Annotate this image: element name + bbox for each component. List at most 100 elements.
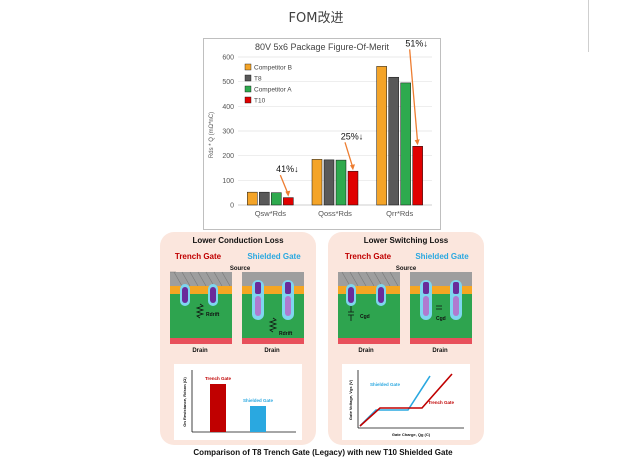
bar-layer	[247, 66, 423, 206]
legend-label: T8	[254, 76, 262, 83]
bar-t8-2	[388, 76, 399, 206]
conduction-panel-svg: Trench Gate Shielded Gate Source Rdrift …	[170, 252, 304, 440]
shielded-gate-label: Shielded Gate	[415, 252, 469, 261]
drift-region	[170, 294, 232, 338]
shielded-gate-cross-section: Rdrift	[242, 272, 304, 344]
bar-competitor-a-1	[335, 159, 347, 206]
vgs-axis-label: Gate Voltage, Vgs (V)	[348, 379, 353, 420]
x-axis-ticks: Qsw*Rds Qoss*Rds Qrr*Rds	[255, 209, 414, 218]
reduction-label: 41%↓	[276, 164, 299, 174]
y-tick-label: 600	[222, 55, 234, 62]
x-tick-label: Qsw*Rds	[255, 209, 287, 218]
conduction-loss-panel: Lower Conduction Loss Trench Gate Shield…	[160, 232, 316, 445]
y-tick-label: 0	[230, 203, 234, 210]
bar-competitor-a-0	[271, 192, 282, 206]
drain-label-shielded: Drain	[264, 348, 280, 354]
shielded-gate-label: Shielded Gate	[247, 252, 301, 261]
y-tick-label: 100	[222, 178, 234, 185]
shielded-gate-bar	[250, 406, 266, 432]
gate-electrode-2	[378, 287, 384, 303]
chart-title: 80V 5x6 Package Figure-Of-Merit	[255, 42, 390, 52]
shielded-gate-cross-section: Cgd	[410, 272, 472, 344]
drain-label-trench: Drain	[358, 348, 374, 354]
chart-ylabel: Rds * Q (mΩ*nC)	[209, 112, 215, 158]
trench-gate-cross-section: Rdrift	[170, 271, 232, 344]
switching-loss-panel: Lower Switching Loss Trench Gate Shielde…	[328, 232, 484, 445]
drain-contact	[170, 338, 232, 344]
fom-chart: 80V 5x6 Package Figure-Of-Merit Rds * Q …	[203, 38, 441, 230]
reduction-arrowhead	[414, 139, 420, 146]
trench-gate-bar-label: Trench Gate	[205, 376, 232, 381]
source-metal	[242, 272, 304, 286]
capacitor-icon	[348, 306, 354, 321]
reduction-label: 25%↓	[341, 131, 364, 141]
shielded-gate-bar-label: Shielded Gate	[243, 398, 274, 403]
rdson-axis-label: On Resistance, Rdson (Ω)	[182, 377, 187, 427]
gate-electrode-2	[210, 287, 216, 303]
drift-region	[242, 294, 304, 338]
y-tick-label: 500	[222, 79, 234, 86]
graph-background	[174, 364, 302, 440]
drain-label-shielded: Drain	[432, 348, 448, 354]
gate-electrode-1	[423, 282, 429, 294]
shield-electrode-1	[423, 296, 429, 316]
gate-electrode-2	[453, 282, 459, 294]
y-tick-label: 300	[222, 129, 234, 136]
bar-competitor-b-2	[376, 66, 387, 206]
switching-panel-title: Lower Switching Loss	[363, 236, 449, 245]
source-label: Source	[396, 266, 417, 272]
conduction-panel-title: Lower Conduction Loss	[192, 236, 284, 245]
legend-swatch	[244, 85, 252, 93]
rdrift-label-trench: Rdrift	[206, 312, 220, 318]
source-metal	[170, 272, 232, 286]
grid-layer	[238, 56, 432, 206]
reduction-arrowhead	[285, 190, 291, 197]
metal-hatch	[170, 271, 231, 287]
legend-swatch	[244, 63, 252, 71]
x-tick-label: Qrr*Rds	[386, 209, 413, 218]
bar-t8-1	[323, 159, 335, 206]
bar-t10-2	[412, 146, 423, 206]
legend-label: Competitor A	[254, 87, 292, 94]
cgd-label-trench: Cgd	[360, 314, 370, 320]
gate-electrode-2	[285, 282, 291, 294]
chart-annotations: 41%↓ 25%↓ 51%↓	[276, 39, 428, 197]
source-label: Source	[230, 266, 251, 272]
page-title: FOM改进	[288, 11, 344, 26]
reduction-arrowhead	[350, 164, 355, 171]
legend-swatch	[244, 96, 252, 104]
gate-electrode-1	[348, 287, 354, 303]
rdrift-resistor-icon	[268, 317, 278, 333]
shield-electrode-2	[285, 296, 291, 316]
rdrift-label-shielded: Rdrift	[279, 331, 293, 337]
y-axis-ticks: 0 100 200 300 400 500 600	[222, 55, 234, 210]
bar-competitor-b-0	[247, 191, 258, 206]
bar-t10-0	[283, 197, 294, 206]
comparison-caption: Comparison of T8 Trench Gate (Legacy) wi…	[193, 448, 453, 457]
legend-label: T10	[254, 98, 266, 105]
bar-t10-1	[347, 170, 359, 206]
gate-comparison-infographic: Lower Conduction Loss Trench Gate Shield…	[160, 229, 486, 464]
trench-gate-curve	[359, 373, 453, 427]
body-region	[242, 286, 304, 294]
trench-gate-cross-section: Cgd	[338, 271, 400, 344]
trench-gate-label: Trench Gate	[345, 252, 392, 261]
gate-electrode-1	[182, 287, 188, 303]
metal-hatch	[341, 271, 399, 287]
shield-electrode-1	[255, 296, 261, 316]
bar-t8-0	[259, 191, 270, 206]
rdson-graph: On Resistance, Rdson (Ω) Trench Gate Shi…	[174, 364, 302, 440]
reduction-label: 51%↓	[405, 39, 428, 48]
bar-competitor-b-1	[311, 159, 323, 206]
body-region	[170, 286, 232, 294]
qg-axis-label: Gate Charge, Qg (C)	[392, 432, 431, 437]
trench-curve-label: Trench Gate	[428, 400, 455, 405]
shield-electrode-2	[453, 296, 459, 316]
fom-chart-svg: 80V 5x6 Package Figure-Of-Merit Rds * Q …	[209, 39, 432, 218]
switching-panel-svg: Trench Gate Shielded Gate Source Cgd Dra…	[338, 252, 472, 440]
chart-legend: Competitor B T8 Competitor A T10	[244, 63, 292, 105]
legend-swatch	[244, 74, 252, 82]
y-tick-label: 200	[222, 153, 234, 160]
right-divider	[588, 0, 589, 52]
legend-label: Competitor B	[254, 65, 292, 72]
